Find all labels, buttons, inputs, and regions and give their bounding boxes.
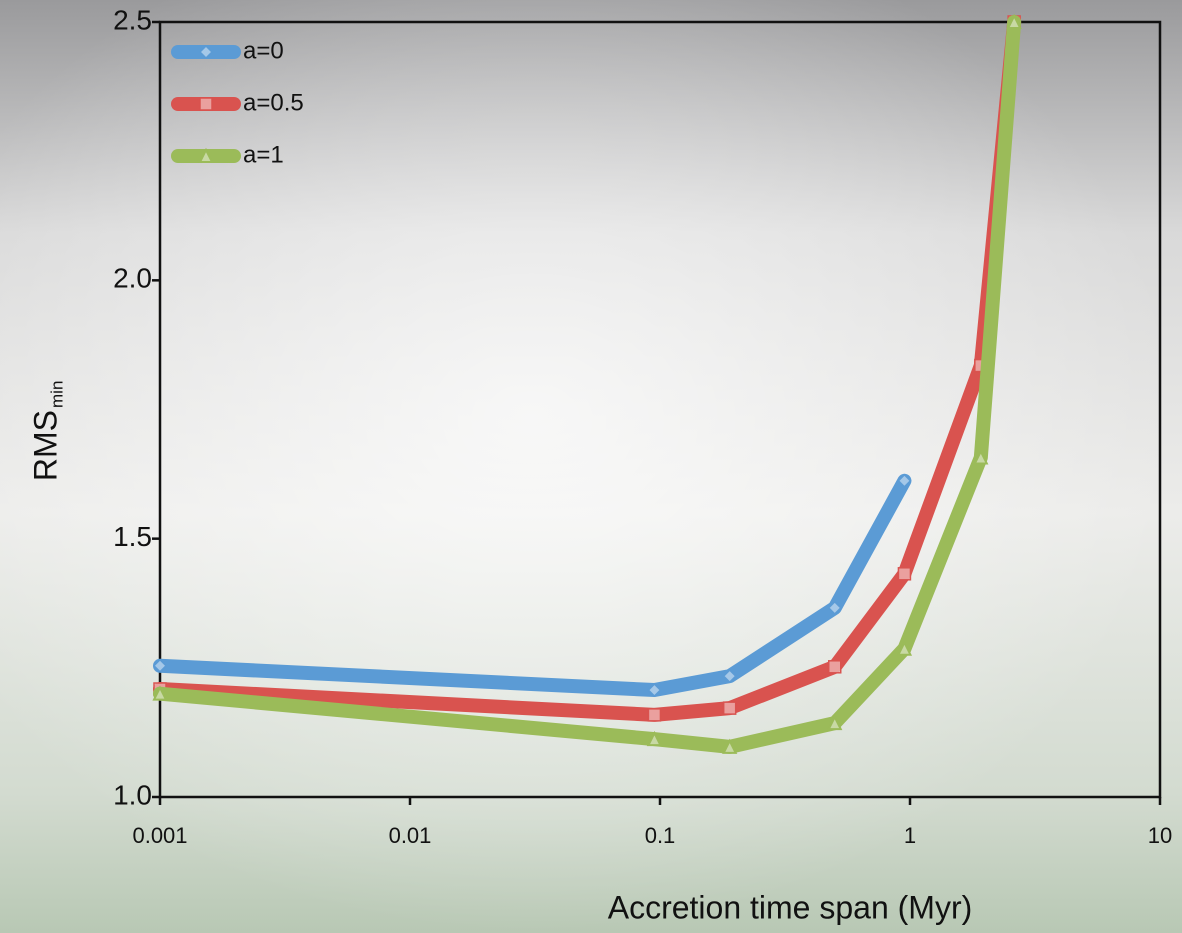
y-tick-label: 1.0 bbox=[113, 779, 152, 810]
series-line bbox=[153, 15, 1022, 722]
marker bbox=[152, 658, 168, 673]
y-axis-label-sub: min bbox=[47, 381, 66, 408]
x-tick-label: 10 bbox=[1148, 823, 1172, 848]
marker bbox=[199, 97, 213, 111]
x-tick-label: 0.01 bbox=[389, 823, 432, 848]
marker bbox=[647, 682, 662, 698]
series-line bbox=[153, 473, 912, 698]
series-line bbox=[153, 15, 1022, 754]
x-tick-label: 1 bbox=[904, 823, 916, 848]
marker bbox=[897, 567, 912, 581]
marker bbox=[1006, 13, 1022, 29]
marker bbox=[897, 473, 912, 488]
marker bbox=[827, 660, 842, 674]
x-tick-label: 0.1 bbox=[645, 823, 676, 848]
marker bbox=[646, 730, 663, 747]
legend-label: a=1 bbox=[243, 141, 284, 168]
x-tick-label: 0.001 bbox=[132, 823, 187, 848]
y-axis-label: RMS bbox=[27, 410, 63, 481]
y-tick-label: 1.5 bbox=[113, 521, 152, 552]
marker bbox=[722, 701, 737, 715]
x-axis-label: Accretion time span (Myr) bbox=[608, 889, 973, 925]
marker bbox=[973, 449, 989, 465]
marker bbox=[198, 147, 214, 163]
marker bbox=[152, 685, 168, 701]
legend-label: a=0 bbox=[243, 37, 284, 64]
marker bbox=[827, 714, 843, 731]
y-tick-label: 2.0 bbox=[113, 263, 152, 294]
marker bbox=[896, 640, 913, 656]
y-tick-label: 2.5 bbox=[113, 4, 152, 35]
y-axis-title: RMS min bbox=[27, 381, 66, 482]
marker bbox=[722, 738, 738, 754]
marker bbox=[827, 600, 842, 615]
marker bbox=[722, 669, 737, 684]
marker bbox=[647, 708, 662, 722]
marker bbox=[198, 44, 214, 60]
legend-label: a=0.5 bbox=[243, 89, 304, 116]
